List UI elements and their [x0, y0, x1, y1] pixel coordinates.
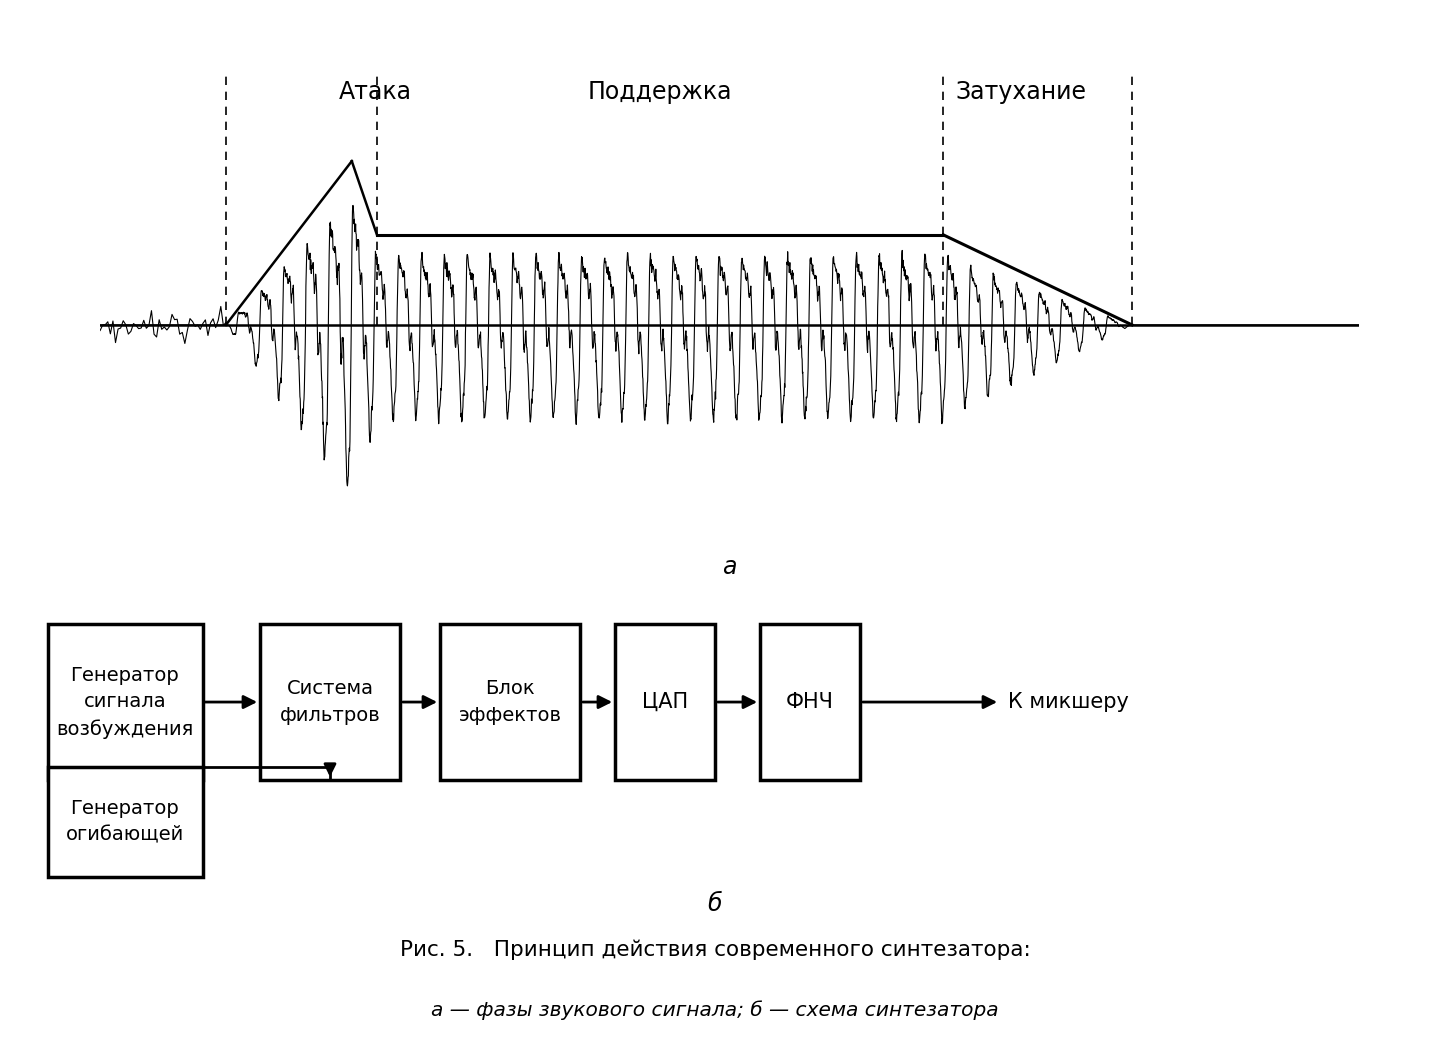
Text: ФНЧ: ФНЧ	[787, 692, 834, 712]
Text: а — фазы звукового сигнала; б — схема синтезатора: а — фазы звукового сигнала; б — схема си…	[432, 1000, 998, 1020]
Text: Поддержка: Поддержка	[588, 81, 732, 105]
Text: Система
фильтров: Система фильтров	[280, 679, 380, 725]
Bar	[260, 625, 400, 780]
Bar	[440, 625, 581, 780]
Text: Генератор
огибающей: Генератор огибающей	[66, 800, 184, 845]
Text: ЦАП: ЦАП	[642, 692, 688, 712]
Bar	[47, 767, 203, 877]
Text: Блок
эффектов: Блок эффектов	[459, 679, 562, 725]
Text: а: а	[722, 555, 736, 580]
Text: К микшеру: К микшеру	[1008, 692, 1128, 712]
Bar	[47, 625, 203, 780]
Text: Рис. 5.   Принцип действия современного синтезатора:: Рис. 5. Принцип действия современного си…	[399, 940, 1031, 960]
Bar	[759, 625, 859, 780]
Text: Атака: Атака	[339, 81, 412, 105]
Bar	[615, 625, 715, 780]
Text: б: б	[708, 892, 722, 916]
Text: Генератор
сигнала
возбуждения: Генератор сигнала возбуждения	[56, 665, 193, 739]
Text: Затухание: Затухание	[955, 81, 1087, 105]
